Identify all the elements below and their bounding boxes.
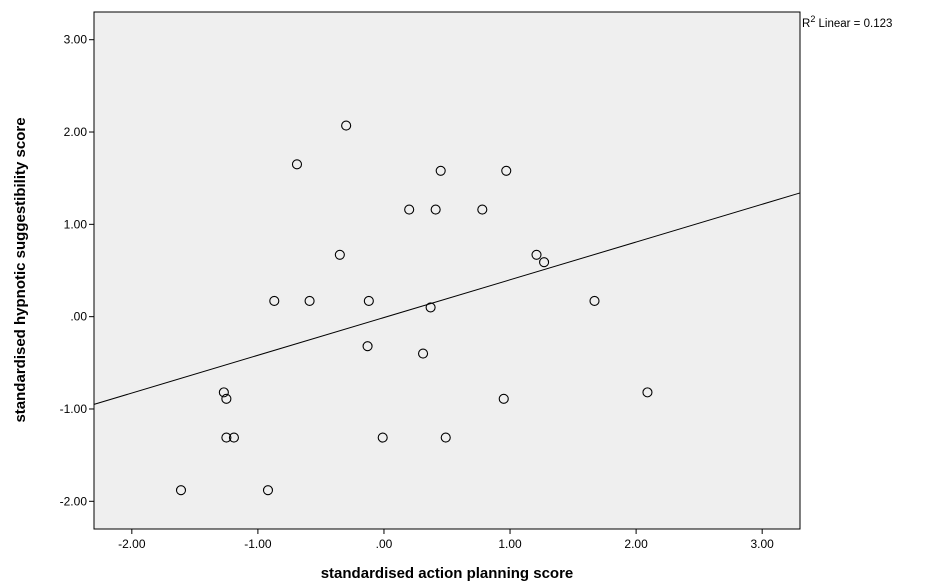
- data-point: [404, 204, 415, 215]
- fit-line: [93, 192, 801, 405]
- data-point: [589, 295, 600, 307]
- data-point: [531, 249, 542, 260]
- data-point: [269, 295, 280, 307]
- y-tick-label: 3.00: [64, 33, 88, 47]
- r2-label: R2 Linear = 0.123: [802, 14, 892, 30]
- x-tick-label: .00: [376, 537, 393, 551]
- data-point: [334, 249, 345, 260]
- data-point: [262, 485, 274, 496]
- data-point: [291, 159, 303, 170]
- y-axis-title: standardised hypnotic suggestibility sco…: [12, 117, 29, 422]
- data-point: [218, 387, 229, 398]
- x-axis-title: standardised action planning score: [321, 565, 574, 582]
- data-point: [430, 204, 441, 215]
- data-point: [539, 257, 550, 268]
- data-point: [440, 432, 451, 443]
- data-point: [417, 348, 429, 359]
- x-tick-label: -1.00: [244, 537, 272, 551]
- y-tick-label: -2.00: [60, 494, 88, 508]
- x-tick-label: 1.00: [498, 537, 522, 551]
- data-point: [377, 432, 388, 443]
- plot-area: [93, 11, 801, 530]
- x-tick-label: 2.00: [624, 537, 648, 551]
- y-tick-label: -1.00: [60, 402, 88, 416]
- data-point: [363, 295, 374, 307]
- data-point: [498, 393, 509, 404]
- x-tick-label: -2.00: [118, 537, 146, 551]
- y-tick-label: 1.00: [64, 217, 88, 231]
- data-point: [642, 387, 653, 398]
- y-tick-label: .00: [70, 310, 87, 324]
- y-tick-label: 2.00: [64, 125, 88, 139]
- x-tick-label: 3.00: [750, 537, 774, 551]
- data-point: [175, 485, 187, 496]
- data-point: [362, 341, 373, 352]
- r2-superscript: 2: [810, 14, 815, 24]
- data-point: [341, 120, 352, 131]
- data-point: [304, 295, 315, 307]
- data-point: [221, 432, 232, 443]
- data-point: [477, 204, 488, 215]
- data-point: [228, 432, 239, 443]
- data-point: [501, 165, 512, 176]
- data-point: [425, 302, 436, 313]
- data-point: [435, 165, 446, 176]
- data-point: [221, 393, 232, 404]
